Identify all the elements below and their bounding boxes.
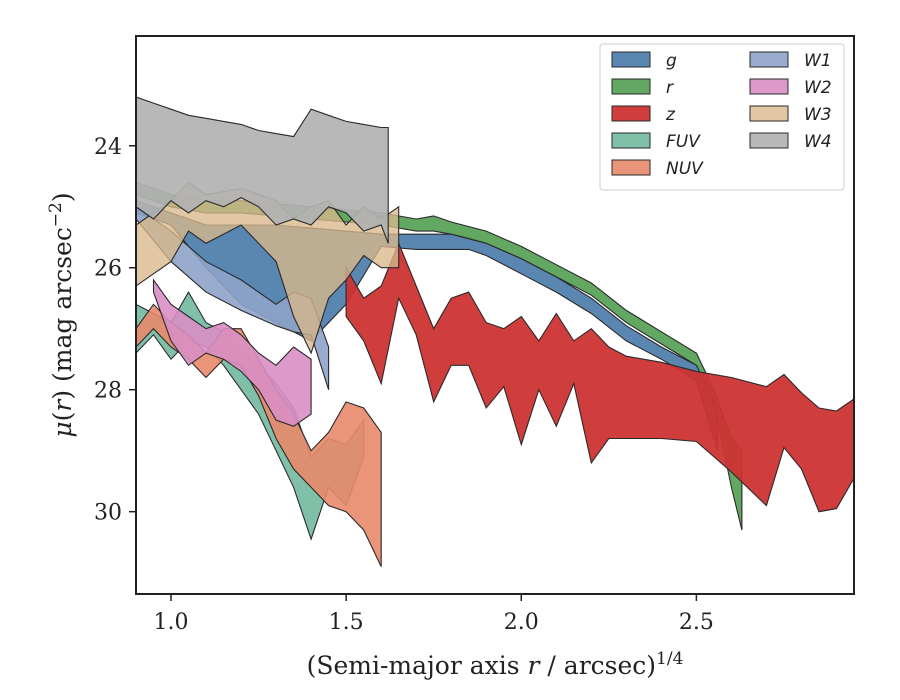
series-bands [136,96,854,567]
x-axis-label: (Semi-major axis r / arcsec)1/4 [307,649,684,680]
band-w2 [152,278,312,427]
legend-swatch-w4 [749,132,789,149]
legend-swatch-fuv [611,132,651,149]
y-tick-label: 26 [94,257,122,282]
legend-swatch-w3 [749,105,789,122]
legend-label-w4: W4 [804,132,832,152]
band-w4 [136,96,389,244]
legend-label-g: g [666,51,677,71]
x-tick-label: 2.0 [504,610,539,635]
y-tick-label: 24 [94,135,122,160]
legend-swatch-w2 [749,78,789,95]
x-tick-label: 1.5 [329,610,364,635]
legend-label-w2: W2 [804,78,832,98]
y-axis-label: μ(r) (mag arcsec−2) [46,192,77,437]
y-axis: 24 26 28 30 [94,135,136,526]
legend-swatch-z [611,105,651,122]
legend-label-z: z [665,105,676,125]
x-tick-label: 1.0 [154,610,189,635]
legend-label-w3: W3 [804,105,832,125]
band-z [345,241,854,513]
band-w1 [136,206,330,390]
y-tick-label: 30 [94,501,122,526]
y-tick-label: 28 [94,379,122,404]
legend-label-r: r [666,78,674,98]
legend-label-nuv: NUV [666,159,704,179]
x-tick-label: 2.5 [679,610,714,635]
legend-swatch-w1 [749,51,789,68]
legend: grz FUV NUV W1 W2 W3 W4 [599,43,845,191]
legend-label-w1: W1 [804,51,832,71]
plot-frame [135,35,855,595]
legend-swatch-g [611,51,651,68]
legend-swatch-r [611,78,651,95]
legend-swatch-nuv [611,159,651,176]
x-axis: 1.0 1.5 2.0 2.5 [154,594,714,635]
legend-label-fuv: FUV [666,132,701,152]
